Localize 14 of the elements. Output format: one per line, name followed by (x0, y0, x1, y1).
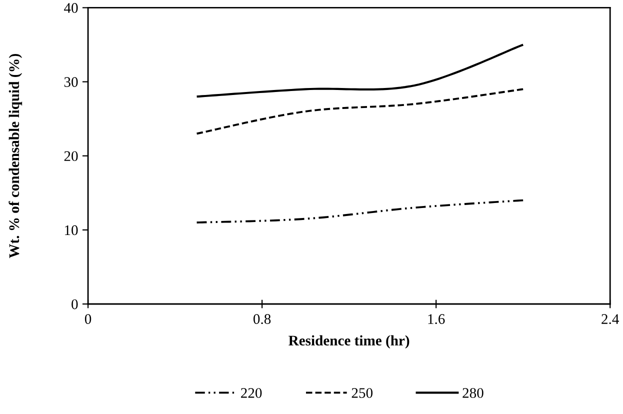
y-axis-title: Wt. % of condensable liquid (%) (8, 54, 22, 258)
x-tick-label: 0 (84, 314, 92, 324)
x-tick-label: 0.8 (253, 314, 271, 324)
legend-label: 250 (352, 388, 373, 398)
x-tick-label: 1.6 (428, 314, 445, 324)
y-tick-label: 40 (64, 3, 78, 13)
legend-label: 280 (462, 388, 484, 398)
x-axis-title: Residence time (hr) (288, 335, 410, 349)
y-tick-label: 30 (64, 77, 78, 87)
legend-label: 220 (241, 388, 262, 398)
y-tick-label: 0 (72, 299, 78, 310)
y-tick-label: 10 (65, 225, 78, 236)
x-tick-label: 2.4 (602, 314, 619, 324)
y-tick-label: 20 (64, 151, 78, 162)
